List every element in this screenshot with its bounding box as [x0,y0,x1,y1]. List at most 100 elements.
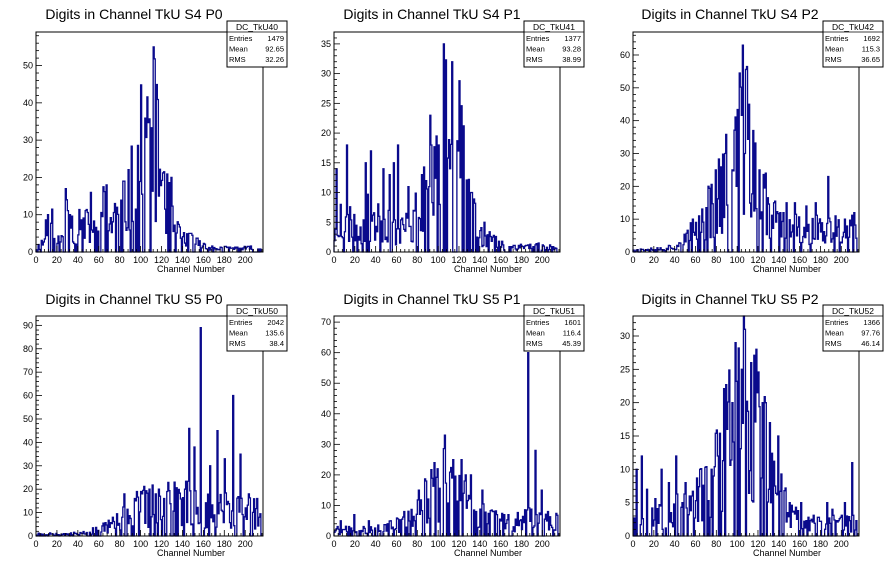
stats-label-rms: RMS [526,339,543,348]
x-tick-label: 100 [431,539,446,549]
y-tick-label: 30 [321,439,331,449]
x-axis-label: Channel Number [157,548,225,558]
y-tick-label: 20 [620,398,630,408]
histogram-panel: Digits in Channel TkU S4 P10 20 40 60 80 100 1… [321,6,585,274]
y-tick-label: 10 [620,464,630,474]
x-tick-label: 200 [238,255,253,265]
x-tick-label: 0 [33,255,38,265]
x-tick-label: 0 [331,255,336,265]
stats-label-entries: Entries [229,34,253,43]
x-tick-label: 100 [133,539,148,549]
stats-box [226,20,288,68]
stats-value-entries: 1366 [863,318,880,327]
y-tick-label: 70 [321,317,331,327]
x-tick-label: 200 [834,255,849,265]
y-tick-label: 35 [321,39,331,49]
x-tick-label: 100 [730,255,745,265]
stats-value-mean: 92.65 [265,45,284,54]
stats-box [822,20,884,68]
x-tick-label: 140 [175,539,190,549]
y-tick-label: 0 [326,247,331,257]
x-tick-label: 160 [493,255,508,265]
stats-value-rms: 36.65 [861,55,880,64]
x-tick-label: 120 [750,255,765,265]
x-tick-label: 200 [535,539,550,549]
x-tick-label: 40 [371,539,381,549]
y-tick-label: 0 [28,531,33,541]
stats-label-mean: Mean [825,45,844,54]
x-tick-label: 60 [690,255,700,265]
y-tick-label: 80 [23,344,33,354]
stats-label-mean: Mean [229,45,248,54]
x-tick-label: 20 [52,539,62,549]
y-tick-label: 10 [23,508,33,518]
plot-frame [632,31,860,253]
stats-value-entries: 2042 [267,318,284,327]
y-tick-label: 50 [23,61,33,71]
chart-title: Digits in Channel TkU S5 P2 [641,291,818,307]
y-tick-label: 15 [620,431,630,441]
stats-value-rms: 32.26 [265,55,284,64]
x-tick-label: 60 [391,539,401,549]
stats-value-mean: 115.3 [862,45,880,54]
x-tick-label: 200 [238,539,253,549]
chart-title: Digits in Channel TkU S4 P2 [641,6,818,22]
y-tick-label: 0 [326,531,331,541]
x-tick-label: 80 [115,255,125,265]
stats-value-rms: 45.39 [562,339,581,348]
plot-frame [35,31,264,253]
y-tick-label: 30 [620,331,630,341]
x-tick-label: 80 [412,539,422,549]
histogram-line [333,352,559,537]
chart-title: Digits in Channel TkU S4 P1 [343,6,520,22]
y-tick-label: 90 [23,320,33,330]
x-tick-label: 120 [154,255,169,265]
y-tick-label: 50 [321,378,331,388]
x-tick-label: 80 [115,539,125,549]
histogram-line [333,43,558,253]
x-tick-label: 100 [730,539,745,549]
y-tick-label: 10 [23,210,33,220]
plot-frame [35,315,264,537]
stats-label-entries: Entries [825,34,849,43]
histogram-panel: Digits in Channel TkU S4 P20 20 40 60 80 100 1… [620,6,884,274]
x-tick-label: 180 [217,255,232,265]
plot-frame [333,31,561,253]
y-tick-label: 60 [23,391,33,401]
stats-name: DC_TkU41 [533,22,575,32]
x-tick-label: 180 [514,255,529,265]
y-tick-label: 30 [23,135,33,145]
stats-label-entries: Entries [526,34,550,43]
x-tick-label: 100 [431,255,446,265]
stats-label-mean: Mean [229,329,248,338]
x-tick-label: 160 [493,539,508,549]
y-tick-label: 40 [23,98,33,108]
x-tick-label: 40 [73,255,83,265]
y-tick-label: 50 [23,414,33,424]
y-tick-label: 20 [620,181,630,191]
y-tick-label: 20 [321,470,331,480]
stats-value-mean: 116.4 [563,329,581,338]
stats-label-rms: RMS [825,339,842,348]
stats-label-entries: Entries [229,318,253,327]
stats-box [822,304,884,352]
stats-label-rms: RMS [229,339,246,348]
x-tick-label: 20 [52,255,62,265]
x-tick-label: 180 [514,539,529,549]
stats-value-mean: 93.28 [562,45,581,54]
x-tick-label: 20 [649,255,659,265]
x-tick-label: 180 [813,539,828,549]
x-tick-label: 20 [649,539,659,549]
x-tick-label: 60 [94,255,104,265]
y-tick-label: 50 [620,83,630,93]
stats-name: DC_TkU50 [236,306,278,316]
stats-label-entries: Entries [526,318,550,327]
histogram-panel: Digits in Channel TkU S5 P20 20 40 60 80 100 1… [620,291,884,558]
x-tick-label: 20 [350,255,360,265]
y-tick-label: 40 [23,437,33,447]
stats-label-mean: Mean [526,329,545,338]
stats-label-rms: RMS [825,55,842,64]
stats-value-rms: 38.99 [562,55,581,64]
y-tick-label: 25 [620,364,630,374]
histogram-line [35,46,262,253]
